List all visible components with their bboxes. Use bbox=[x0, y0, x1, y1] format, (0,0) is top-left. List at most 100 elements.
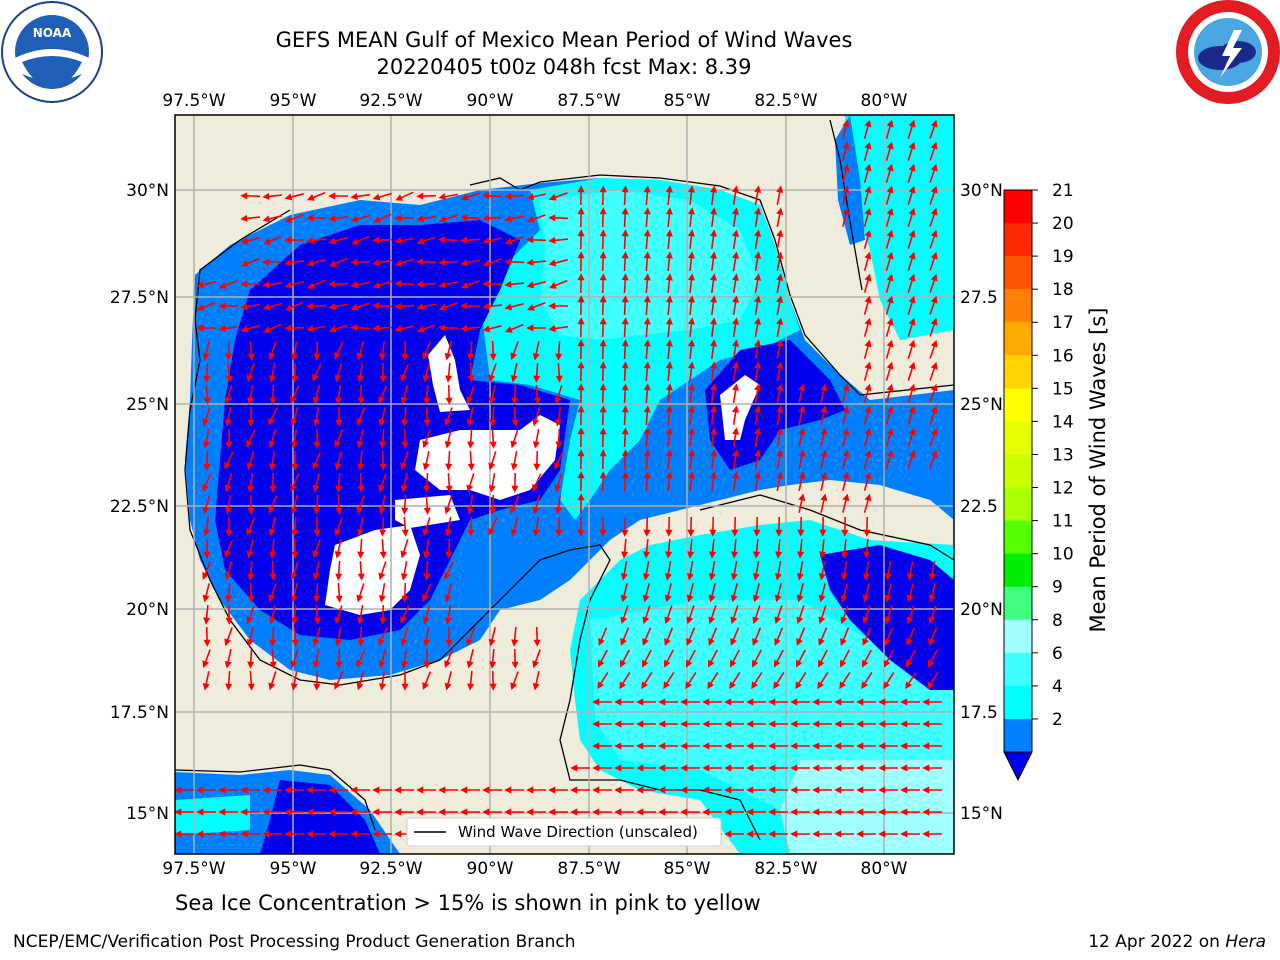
wave-arrow-head bbox=[532, 352, 540, 361]
wave-arrow-head bbox=[532, 682, 540, 691]
wave-arrow-head bbox=[290, 683, 298, 691]
wave-arrow-head bbox=[467, 375, 475, 383]
wave-arrow-head bbox=[268, 616, 276, 625]
wave-arrow-head bbox=[665, 449, 673, 457]
wave-arrow-head bbox=[686, 616, 694, 625]
wave-arrow-head bbox=[372, 830, 380, 838]
wave-arrow-head bbox=[906, 616, 914, 625]
wave-arrow-head bbox=[268, 417, 275, 426]
wave-arrow-head bbox=[460, 808, 468, 816]
wave-arrow-head bbox=[906, 594, 914, 603]
wave-arrow-head bbox=[680, 808, 688, 816]
wave-arrow-head bbox=[680, 742, 688, 750]
wave-arrow-head bbox=[555, 529, 563, 537]
wave-arrow-head bbox=[776, 295, 784, 304]
wave-arrow-head bbox=[422, 682, 429, 690]
wave-arrow-head bbox=[240, 280, 248, 288]
wave-arrow-head bbox=[685, 681, 693, 690]
wave-arrow-head bbox=[291, 639, 299, 647]
wave-arrow-head bbox=[592, 764, 600, 772]
wave-arrow-head bbox=[884, 638, 891, 646]
wave-arrow-head bbox=[665, 471, 673, 479]
wave-arrow-head bbox=[372, 193, 381, 201]
wave-arrow-head bbox=[886, 317, 894, 326]
wave-arrow-head bbox=[862, 573, 870, 581]
wave-arrow-head bbox=[621, 229, 629, 237]
wave-arrow-head bbox=[378, 353, 387, 361]
wave-arrow-head bbox=[394, 808, 402, 816]
wave-arrow-head bbox=[372, 281, 381, 289]
wave-arrow-head bbox=[269, 485, 277, 493]
wave-arrow-head bbox=[643, 471, 651, 479]
colorbar-segment bbox=[1004, 685, 1032, 720]
wave-arrow-head bbox=[842, 207, 850, 216]
wave-arrow-head bbox=[482, 192, 490, 200]
wave-arrow-head bbox=[641, 659, 649, 668]
wave-arrow-head bbox=[724, 830, 732, 838]
wave-arrow-head bbox=[394, 302, 402, 310]
wave-arrow-head bbox=[510, 528, 518, 537]
wave-arrow-head bbox=[482, 808, 490, 816]
wave-arrow-head bbox=[577, 229, 585, 237]
wave-arrow-head bbox=[834, 698, 842, 706]
wave-arrow-head bbox=[621, 471, 629, 479]
wave-arrow-head bbox=[751, 681, 759, 690]
wave-arrow-head bbox=[548, 808, 556, 816]
wave-arrow-head bbox=[401, 595, 409, 603]
wave-arrow-head bbox=[400, 550, 408, 559]
colorbar-tick-label: 15 bbox=[1052, 379, 1074, 399]
wave-arrow-head bbox=[754, 295, 762, 303]
wave-arrow-head bbox=[313, 529, 321, 537]
wave-arrow-head bbox=[886, 295, 894, 304]
wave-arrow-head bbox=[710, 185, 718, 193]
wave-arrow-head bbox=[394, 237, 402, 245]
wave-arrow-head bbox=[842, 405, 850, 414]
wave-arrow-head bbox=[357, 485, 365, 493]
wave-arrow-head bbox=[730, 638, 737, 646]
wave-arrow-head bbox=[312, 462, 319, 470]
wave-arrow-head bbox=[577, 427, 585, 435]
wave-arrow-head bbox=[196, 281, 205, 289]
wave-arrow-head bbox=[356, 682, 364, 691]
wave-arrow-head bbox=[930, 251, 938, 260]
wave-arrow-head bbox=[774, 573, 782, 581]
wave-arrow-head bbox=[202, 594, 210, 603]
lon-label-bottom: 97.5°W bbox=[162, 859, 225, 879]
colorbar-segment bbox=[1004, 619, 1032, 654]
wave-arrow-head bbox=[218, 786, 226, 794]
wave-arrow-head bbox=[621, 449, 629, 457]
wave-arrow-head bbox=[724, 720, 732, 728]
wave-arrow-head bbox=[599, 295, 607, 303]
wave-arrow-head bbox=[842, 449, 850, 458]
wave-arrow-head bbox=[930, 339, 938, 348]
wave-arrow-head bbox=[708, 573, 716, 581]
wave-arrow-head bbox=[930, 207, 938, 216]
wave-arrow-head bbox=[754, 251, 762, 259]
wave-arrow-head bbox=[444, 660, 451, 668]
wave-arrow-head bbox=[422, 639, 431, 647]
wave-arrow-head bbox=[312, 661, 320, 669]
wave-arrow-head bbox=[621, 273, 629, 281]
wave-arrow-head bbox=[710, 405, 718, 413]
wave-arrow-head bbox=[488, 396, 496, 405]
wave-arrow-head bbox=[262, 303, 271, 311]
wave-arrow-head bbox=[224, 660, 232, 669]
wave-arrow-head bbox=[798, 471, 806, 480]
wave-arrow-head bbox=[620, 638, 627, 646]
lat-label-left: 27.5°N bbox=[110, 288, 169, 308]
wave-arrow-head bbox=[438, 786, 446, 794]
wave-arrow-head bbox=[526, 786, 534, 794]
wave-arrow-head bbox=[878, 830, 886, 838]
wave-arrow-head bbox=[665, 273, 673, 281]
wave-arrow-head bbox=[680, 764, 688, 772]
wave-arrow-head bbox=[247, 507, 255, 515]
wave-arrow-head bbox=[290, 484, 297, 492]
wave-arrow-head bbox=[438, 193, 446, 201]
wave-arrow-head bbox=[224, 550, 231, 558]
wave-arrow-head bbox=[328, 214, 336, 223]
wave-arrow-head bbox=[812, 742, 820, 750]
wave-arrow-head bbox=[922, 720, 930, 728]
wave-arrow-head bbox=[577, 471, 585, 479]
wave-arrow-head bbox=[886, 405, 894, 414]
wave-arrow-head bbox=[218, 324, 226, 333]
